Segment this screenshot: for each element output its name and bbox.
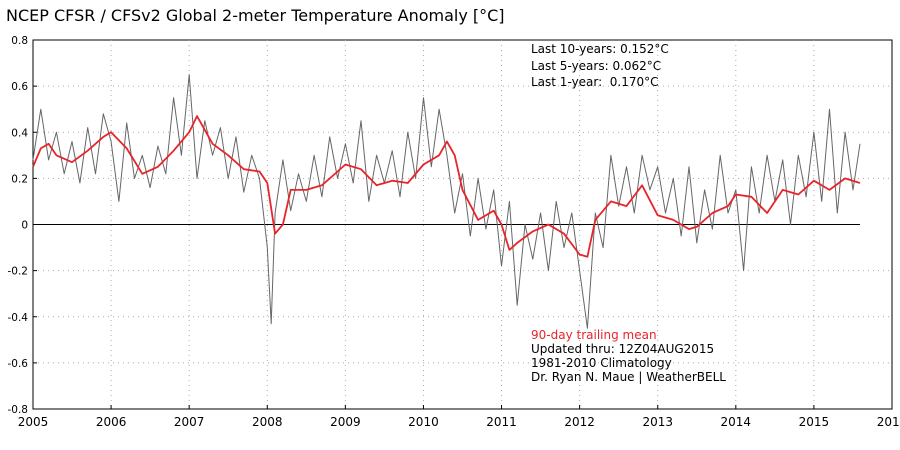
- note-climatology: 1981-2010 Climatology: [531, 356, 672, 370]
- series-layer: [32, 74, 861, 329]
- y-tick-label: 0: [21, 220, 28, 232]
- y-axis: 0.8 0.6 0.4 0.2 0 -0.2 -0.4 -0.6 -0.8: [8, 35, 37, 416]
- y-tick-label: 0.8: [11, 35, 28, 47]
- y-tick-label: -0.4: [8, 312, 29, 324]
- x-tick-label: 2012: [564, 415, 595, 429]
- x-tick-label: 2015: [799, 415, 830, 429]
- stat-last-10-years: Last 10-years: 0.152°C: [531, 42, 669, 56]
- x-tick-label: 2013: [642, 415, 673, 429]
- series-daily-anomaly-line: [32, 74, 861, 329]
- y-tick-label: -0.2: [8, 266, 29, 278]
- grid-lines: [33, 40, 892, 409]
- x-tick-label: 2010: [408, 415, 439, 429]
- x-tick-label: 2011: [486, 415, 517, 429]
- x-tick-label: 2005: [18, 415, 49, 429]
- x-axis: 2005 2006 2007 2008 2009 2010 2011 2012 2013 2014…: [18, 405, 900, 429]
- stat-last-1-year: Last 1-year: 0.170°C: [531, 75, 659, 89]
- x-tick-label: 2014: [721, 415, 752, 429]
- y-tick-label: 0.4: [11, 127, 28, 139]
- y-tick-label: -0.8: [8, 404, 29, 416]
- y-tick-label: 0.6: [11, 81, 28, 93]
- y-tick-label: -0.6: [8, 358, 29, 370]
- y-tick-label: 0.2: [11, 173, 28, 185]
- stat-last-5-years: Last 5-years: 0.062°C: [531, 59, 661, 73]
- note-updated: Updated thru: 12Z04AUG2015: [531, 342, 714, 356]
- note-credit: Dr. Ryan N. Maue | WeatherBELL: [531, 370, 726, 384]
- x-tick-label: 2006: [96, 415, 127, 429]
- x-tick-label: 2008: [252, 415, 283, 429]
- x-tick-label: 2016: [877, 415, 900, 429]
- x-tick-label: 2007: [174, 415, 205, 429]
- x-tick-label: 2009: [330, 415, 361, 429]
- chart-title: NCEP CFSR / CFSv2 Global 2-meter Tempera…: [6, 6, 505, 25]
- series-trailing-mean-line: [32, 115, 861, 258]
- legend-trailing-mean: 90-day trailing mean: [531, 328, 657, 342]
